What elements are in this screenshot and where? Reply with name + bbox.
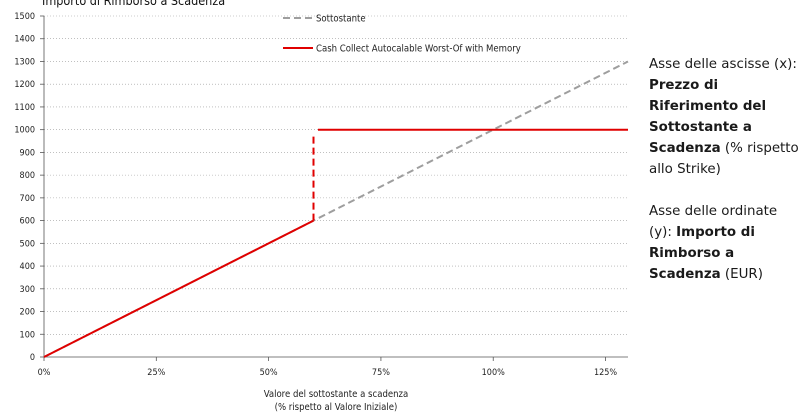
y-tick-label: 800 bbox=[20, 171, 35, 181]
y-tick-label: 200 bbox=[20, 308, 35, 318]
y-axis-note-bold: Importo di Rimborso a Scadenza bbox=[649, 225, 755, 282]
y-tick-label: 100 bbox=[20, 330, 35, 340]
legend: Sottostante Cash Collect Autocalable Wors… bbox=[283, 14, 521, 55]
series-lines bbox=[43, 60, 629, 358]
y-tick-label: 1000 bbox=[14, 126, 35, 136]
y-axis-note: Asse delle ordinate (y): Importo di Rimb… bbox=[649, 201, 798, 285]
x-tick-label: 100% bbox=[482, 368, 505, 378]
x-axis-note-bold: Prezzo di Riferimento del Sottostante a … bbox=[649, 78, 767, 156]
y-tick-label: 700 bbox=[20, 194, 35, 204]
y-tick-label: 600 bbox=[20, 217, 35, 227]
x-tick-label: 25% bbox=[147, 368, 165, 378]
x-axis-title: (% rispetto al Valore Iniziale) bbox=[275, 402, 398, 413]
x-axis-note-suffix: (% rispetto allo Strike) bbox=[649, 141, 798, 177]
x-axis-note: Asse delle ascisse (x): Prezzo di Riferi… bbox=[649, 54, 798, 180]
y-tick-label: 0 bbox=[30, 353, 35, 363]
x-tick-label: 75% bbox=[372, 368, 390, 378]
x-tick-label: 125% bbox=[594, 368, 617, 378]
payoff-chart: 0 100 200 300 400 500 600 700 800 900 1000 1100 1200… bbox=[14, 12, 629, 413]
y-tick-label: 1200 bbox=[14, 80, 35, 90]
x-axis-title: Valore del sottostante a scadenza bbox=[264, 389, 409, 400]
series-line-certificate bbox=[43, 219, 314, 358]
gridlines bbox=[44, 15, 628, 335]
y-axis-note-prefix: Asse delle ordinate (y): bbox=[649, 204, 778, 240]
chart-title: Importo di Rimborso a Scadenza bbox=[42, 0, 226, 8]
legend-label: Sottostante bbox=[316, 14, 366, 25]
x-axis-note-prefix: Asse delle ascisse (x): bbox=[649, 57, 797, 72]
y-tick-label: 500 bbox=[20, 239, 35, 249]
y-tick-label: 1300 bbox=[14, 57, 35, 67]
y-tick-label: 1100 bbox=[14, 103, 35, 113]
y-axis-note-suffix: (EUR) bbox=[720, 267, 763, 282]
axis-notes: Asse delle ascisse (x): Prezzo di Riferi… bbox=[649, 54, 798, 285]
x-tick-label: 50% bbox=[260, 368, 278, 378]
y-tick-label: 300 bbox=[20, 285, 35, 295]
y-tick-label: 1400 bbox=[14, 35, 35, 45]
y-tick-label: 900 bbox=[20, 148, 35, 158]
axes: 0 100 200 300 400 500 600 700 800 900 1000 1100 1200… bbox=[14, 12, 628, 413]
x-tick-label: 0% bbox=[38, 368, 51, 378]
series-line-underlying bbox=[43, 60, 629, 358]
legend-label: Cash Collect Autocalable Worst-Of with M… bbox=[316, 44, 521, 55]
y-tick-label: 1500 bbox=[14, 12, 35, 22]
y-tick-label: 400 bbox=[20, 262, 35, 272]
